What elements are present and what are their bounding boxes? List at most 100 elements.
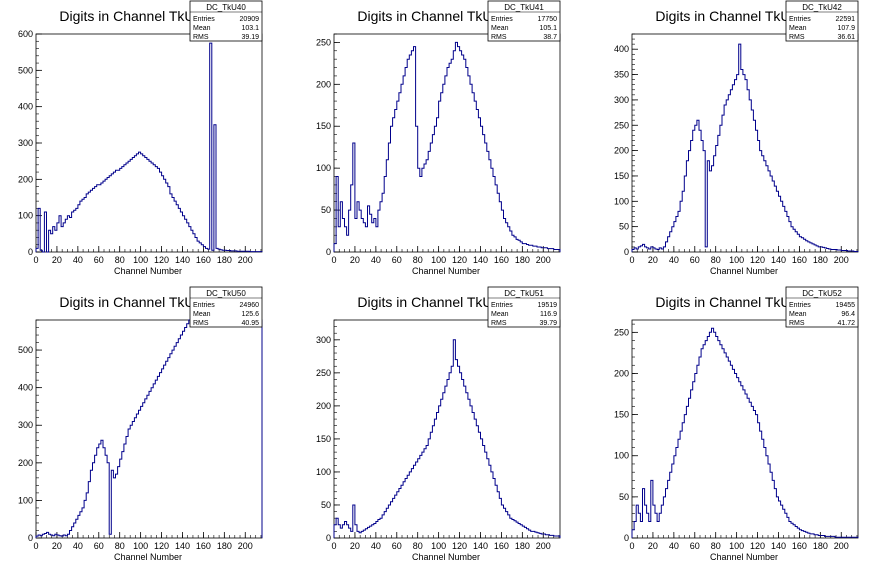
x-tick-label: 200 bbox=[238, 541, 253, 551]
stats-key: RMS bbox=[491, 320, 507, 327]
stats-box: DC_TkU52 Entries 19455 Mean 96.4 RMS 41.72 bbox=[785, 286, 859, 328]
stats-box-frame bbox=[189, 286, 263, 328]
stats-value: 103.1 bbox=[241, 25, 259, 32]
x-tick-label: 80 bbox=[115, 541, 125, 551]
x-tick-label: 0 bbox=[629, 541, 634, 551]
x-tick-label: 140 bbox=[473, 255, 488, 265]
stats-value: 39.79 bbox=[539, 320, 557, 327]
stats-key: Entries bbox=[491, 16, 513, 23]
y-tick-label: 200 bbox=[614, 146, 629, 156]
y-tick-label: 150 bbox=[316, 434, 331, 444]
x-tick-label: 180 bbox=[515, 541, 530, 551]
y-tick-label: 200 bbox=[316, 79, 331, 89]
stats-key: Entries bbox=[789, 16, 811, 23]
stats-value: 17750 bbox=[538, 16, 558, 23]
stats-key: Entries bbox=[789, 302, 811, 309]
stats-name: DC_TkU40 bbox=[206, 3, 246, 12]
y-tick-label: 250 bbox=[614, 327, 629, 337]
x-tick-label: 180 bbox=[217, 541, 232, 551]
x-tick-label: 80 bbox=[711, 541, 721, 551]
stats-box-frame bbox=[487, 0, 561, 42]
stats-box-frame bbox=[785, 286, 859, 328]
stats-name: DC_TkU50 bbox=[206, 289, 246, 298]
x-tick-label: 0 bbox=[33, 541, 38, 551]
y-tick-label: 300 bbox=[18, 420, 33, 430]
plot-frame bbox=[333, 319, 561, 539]
x-axis-label: Channel Number bbox=[710, 552, 778, 562]
stats-key: RMS bbox=[193, 34, 209, 41]
x-tick-label: 80 bbox=[413, 255, 423, 265]
x-axis-label: Channel Number bbox=[114, 266, 182, 276]
stats-box: DC_TkU50 Entries 24960 Mean 125.6 RMS 40.95 bbox=[189, 286, 263, 328]
stats-box: DC_TkU40 Entries 20909 Mean 103.1 RMS 39.19 bbox=[189, 0, 263, 42]
stats-value: 36.61 bbox=[837, 34, 855, 41]
y-tick-label: 100 bbox=[614, 196, 629, 206]
x-tick-label: 60 bbox=[690, 255, 700, 265]
histogram-panel: Digits in Channel TkU S4 P10501001502002… bbox=[316, 0, 561, 276]
x-tick-label: 120 bbox=[750, 541, 765, 551]
x-tick-label: 200 bbox=[536, 255, 551, 265]
x-tick-label: 140 bbox=[771, 541, 786, 551]
y-tick-label: 400 bbox=[18, 102, 33, 112]
x-tick-label: 60 bbox=[392, 541, 402, 551]
stats-value: 125.6 bbox=[241, 311, 259, 318]
y-tick-label: 400 bbox=[18, 383, 33, 393]
stats-key: RMS bbox=[789, 320, 805, 327]
histogram-line bbox=[631, 43, 859, 252]
y-tick-label: 500 bbox=[18, 345, 33, 355]
x-tick-label: 0 bbox=[629, 255, 634, 265]
histogram-panel: Digits in Channel TkU S5 P00100200300400… bbox=[18, 286, 263, 562]
x-tick-label: 100 bbox=[431, 255, 446, 265]
stats-box-frame bbox=[487, 286, 561, 328]
stats-value: 22591 bbox=[836, 16, 856, 23]
stats-key: Entries bbox=[193, 302, 215, 309]
histogram-panel: Digits in Channel TkU S4 P20501001502002… bbox=[614, 0, 859, 276]
y-tick-label: 100 bbox=[614, 451, 629, 461]
x-tick-label: 0 bbox=[33, 255, 38, 265]
y-tick-label: 500 bbox=[18, 65, 33, 75]
y-tick-label: 250 bbox=[614, 120, 629, 130]
x-axis-label: Channel Number bbox=[114, 552, 182, 562]
stats-name: DC_TkU42 bbox=[802, 3, 842, 12]
x-tick-label: 180 bbox=[813, 541, 828, 551]
stats-key: Mean bbox=[789, 311, 807, 318]
stats-key: RMS bbox=[491, 34, 507, 41]
x-tick-label: 20 bbox=[52, 255, 62, 265]
stats-box-frame bbox=[785, 0, 859, 42]
y-tick-label: 250 bbox=[316, 37, 331, 47]
x-tick-label: 140 bbox=[175, 541, 190, 551]
x-tick-label: 160 bbox=[792, 541, 807, 551]
x-tick-label: 40 bbox=[669, 255, 679, 265]
plot-frame bbox=[35, 33, 263, 253]
histogram-panel: Digits in Channel TkU S4 P00100200300400… bbox=[18, 0, 263, 276]
histogram-line bbox=[333, 41, 561, 252]
x-tick-label: 60 bbox=[690, 541, 700, 551]
x-tick-label: 160 bbox=[196, 255, 211, 265]
x-tick-label: 120 bbox=[452, 255, 467, 265]
y-tick-label: 600 bbox=[18, 29, 33, 39]
stats-key: Mean bbox=[193, 25, 211, 32]
stats-value: 38.7 bbox=[543, 34, 557, 41]
x-tick-label: 60 bbox=[94, 255, 104, 265]
x-tick-label: 100 bbox=[729, 541, 744, 551]
stats-value: 20909 bbox=[240, 16, 260, 23]
x-tick-label: 120 bbox=[452, 541, 467, 551]
stats-key: Mean bbox=[491, 25, 509, 32]
x-tick-label: 200 bbox=[238, 255, 253, 265]
x-tick-label: 20 bbox=[52, 541, 62, 551]
y-tick-label: 150 bbox=[316, 121, 331, 131]
stats-value: 96.4 bbox=[841, 311, 855, 318]
plot-frame bbox=[631, 33, 859, 253]
stats-value: 40.95 bbox=[241, 320, 259, 327]
histogram-line bbox=[35, 42, 263, 253]
y-tick-label: 300 bbox=[18, 138, 33, 148]
x-tick-label: 180 bbox=[217, 255, 232, 265]
x-tick-label: 0 bbox=[331, 255, 336, 265]
stats-value: 19455 bbox=[836, 302, 856, 309]
y-tick-label: 150 bbox=[614, 410, 629, 420]
stats-value: 107.9 bbox=[837, 25, 855, 32]
x-tick-label: 120 bbox=[154, 541, 169, 551]
x-tick-label: 160 bbox=[494, 255, 509, 265]
plot-frame bbox=[35, 319, 263, 539]
x-tick-label: 20 bbox=[648, 541, 658, 551]
